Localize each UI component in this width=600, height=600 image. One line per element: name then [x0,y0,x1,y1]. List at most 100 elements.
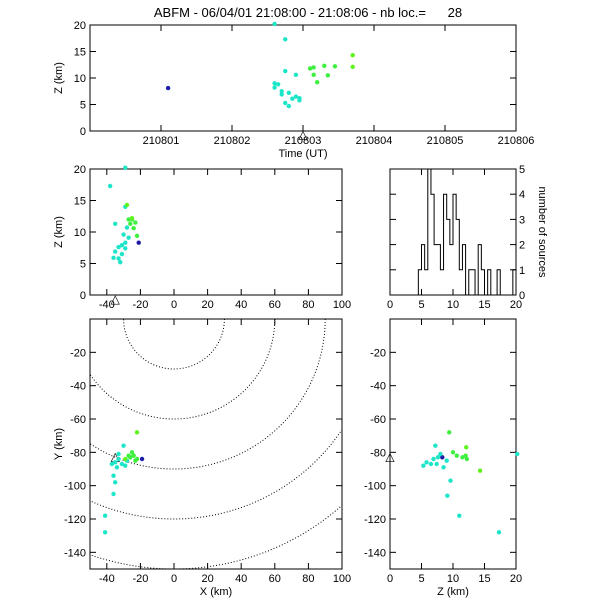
plot-frame [89,24,517,132]
source-point [438,451,443,457]
source-point [102,513,108,518]
source-point [123,246,128,251]
histogram-bar [434,245,437,295]
x-tick-label: 60 [269,299,281,311]
source-point [124,202,130,208]
source-point [121,232,126,237]
source-point [444,458,449,463]
x-tick-label: 40 [235,299,247,311]
source-point [131,453,136,458]
source-point [102,530,108,535]
source-point [136,240,141,245]
histogram-bar [440,270,443,295]
source-point [332,64,338,69]
source-point [322,63,327,69]
source-point [440,455,445,460]
source-point [123,240,128,245]
x-tick-label: 100 [333,299,351,311]
y-tick-label: -40 [370,381,386,393]
source-point [134,233,140,238]
x-tick-label: 5 [418,573,424,585]
x-tick-label: 10 [447,299,459,311]
source-point [272,81,277,86]
source-points [107,165,141,265]
source-point [428,461,434,467]
source-point [131,226,136,231]
source-point [431,456,436,462]
source-point [448,478,453,483]
source-point [129,215,135,221]
source-point [116,456,121,462]
source-point [421,463,426,468]
y-axis-label: number of sources [536,186,548,278]
source-point [111,473,116,478]
source-point [286,90,291,96]
histogram-bar [450,245,453,295]
x-tick-label: 20 [201,573,213,585]
source-point [325,73,331,78]
range-contour [90,428,342,520]
y-tick-label: -140 [64,547,86,559]
x-tick-label: 100 [333,573,351,585]
source-point [463,453,468,458]
source-point [113,249,118,254]
source-point [126,453,131,458]
source-point [107,183,113,189]
source-point [283,100,288,106]
source-point [126,217,131,222]
y-axis-label: Z (km) [53,216,65,248]
source-point [447,430,452,435]
x-tick-label: 210805 [427,135,464,147]
y-tick-label: 10 [74,73,86,85]
histogram-bar [425,270,428,295]
y-tick-label: 15 [74,47,86,59]
x-axis-label: Time (UT) [278,148,327,160]
source-point [311,72,316,78]
source-point [119,461,125,467]
x-tick-label: 20 [510,573,522,585]
source-point [119,243,125,248]
source-point [116,244,121,250]
source-points [165,21,355,109]
x-tick-label: -20 [132,573,148,585]
y-tick-label: 4 [519,189,525,201]
station-marker: △ [385,450,395,464]
figure-title: ABFM - 06/04/01 21:08:00 - 21:08:06 - nb… [154,5,462,20]
source-point [272,21,277,27]
source-point [457,513,462,518]
panel-z-y: 0 5 10 15 20 -140 -120 -100 -80 -60 -40 -20 Z (km) △ [364,318,522,598]
y-tick-label: -80 [370,447,386,459]
y-tick-label: 0 [80,290,86,302]
source-point [134,456,140,462]
x-tick-label: 20 [510,299,522,311]
x-tick-label: -40 [99,573,115,585]
y-tick-label: -20 [370,347,386,359]
y-tick-label: 5 [519,164,525,176]
x-axis-label: X (km) [200,586,232,598]
source-point [496,530,502,535]
source-point [450,450,456,455]
source-point [290,96,295,101]
source-point [116,451,121,457]
source-point [116,256,121,261]
y-tick-label: -140 [364,547,386,559]
source-point [283,68,288,74]
source-point [433,443,438,448]
source-points [421,430,520,535]
source-point [123,165,128,170]
source-point [283,37,288,42]
x-tick-label: 15 [478,299,490,311]
y-tick-label: -60 [70,414,86,426]
source-point [133,220,138,225]
y-tick-label: -120 [364,514,386,526]
x-tick-label: 210801 [143,135,180,147]
source-point [435,455,441,460]
source-point [126,235,131,240]
source-point [350,53,355,58]
panel-x-z: -40 -20 0 20 40 60 80 100 0 5 10 15 20 Z (km) △ [53,164,351,311]
source-point [441,465,446,470]
source-point [279,89,284,94]
y-tick-label: 5 [80,259,86,271]
source-point [445,493,450,498]
